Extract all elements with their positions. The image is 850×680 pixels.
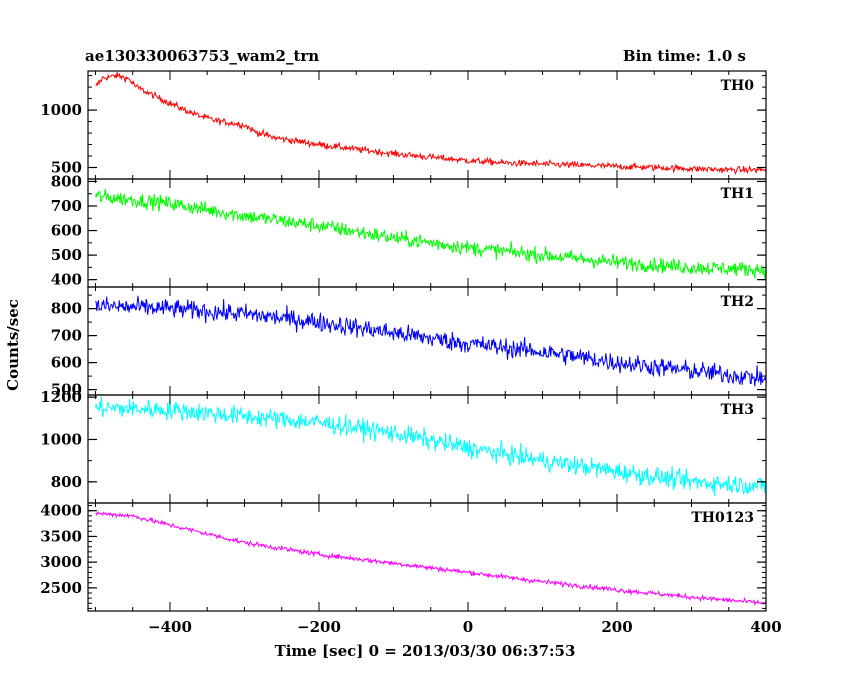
y-tick-label: 3000 xyxy=(40,553,82,571)
y-tick-label: 800 xyxy=(51,473,82,491)
panel-th0: 500 1000 TH0 xyxy=(40,70,767,180)
y-tick-label: 500 xyxy=(51,246,82,264)
series-line-th2 xyxy=(95,295,767,387)
y-tick-label: 1000 xyxy=(40,101,82,119)
panel-label: TH0123 xyxy=(691,510,754,526)
series-line-th3 xyxy=(95,396,767,496)
y-tick-label: 2500 xyxy=(40,579,82,597)
x-tick-label: 400 xyxy=(750,618,781,636)
y-tick-label: 700 xyxy=(51,327,82,345)
y-axis-label: Counts/sec xyxy=(4,299,22,391)
y-tick-label: 700 xyxy=(51,197,82,215)
series-line-th0 xyxy=(95,71,767,175)
panels: 500 1000 TH0 400 500 600 700 800 TH1 500 600 700 800… xyxy=(40,70,782,636)
series-line-th1 xyxy=(95,188,767,280)
y-tick-label: 400 xyxy=(51,271,82,289)
y-tick-label: 1000 xyxy=(40,430,82,448)
x-axis-label: Time [sec] 0 = 2013/03/30 06:37:53 xyxy=(275,642,576,660)
y-tick-label: 800 xyxy=(51,300,82,318)
panel-th3: 800 1000 1200 TH3 xyxy=(40,388,767,504)
panel-label: TH2 xyxy=(721,294,754,310)
y-tick-label: 600 xyxy=(51,354,82,372)
y-tick-label: 4000 xyxy=(40,502,82,520)
panel-frame xyxy=(87,70,767,180)
panel-label: TH3 xyxy=(721,402,754,418)
y-tick-label: 3500 xyxy=(40,527,82,545)
x-tick-label: 200 xyxy=(601,618,632,636)
series-line-th0123 xyxy=(95,510,767,607)
panel-label: TH0 xyxy=(721,78,755,94)
y-tick-label: 500 xyxy=(51,159,82,177)
x-tick-label: −200 xyxy=(297,618,341,636)
panel-th1: 400 500 600 700 800 TH1 xyxy=(51,172,767,289)
y-tick-label: 600 xyxy=(51,222,82,240)
x-tick-label: 0 xyxy=(463,618,473,636)
panel-frame xyxy=(87,286,767,396)
y-tick-label: 500 xyxy=(51,381,82,399)
x-tick-label: −400 xyxy=(148,618,192,636)
y-tick-label: 800 xyxy=(51,172,82,190)
chart-title: ae130330063753_wam2_trn xyxy=(85,47,319,65)
y-tick-label: 1200 xyxy=(40,388,82,406)
panel-label: TH1 xyxy=(721,186,754,202)
panel-th2: 500 600 700 800 TH2 xyxy=(51,286,767,399)
panel-th0123: 2500 3000 3500 4000 TH0123 xyxy=(40,502,767,612)
bin-time-label: Bin time: 1.0 s xyxy=(623,47,746,65)
